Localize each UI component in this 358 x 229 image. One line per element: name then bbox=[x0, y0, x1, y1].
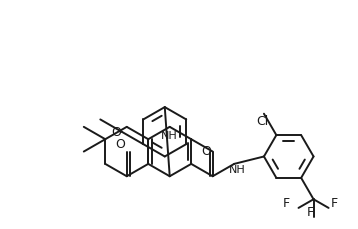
Text: O: O bbox=[115, 138, 125, 150]
Text: F: F bbox=[331, 197, 338, 210]
Text: Cl: Cl bbox=[256, 115, 268, 128]
Text: O: O bbox=[111, 126, 121, 139]
Text: O: O bbox=[201, 145, 211, 158]
Text: NH: NH bbox=[161, 131, 178, 141]
Text: NH: NH bbox=[229, 165, 246, 175]
Text: F: F bbox=[307, 206, 314, 219]
Text: F: F bbox=[283, 197, 290, 210]
